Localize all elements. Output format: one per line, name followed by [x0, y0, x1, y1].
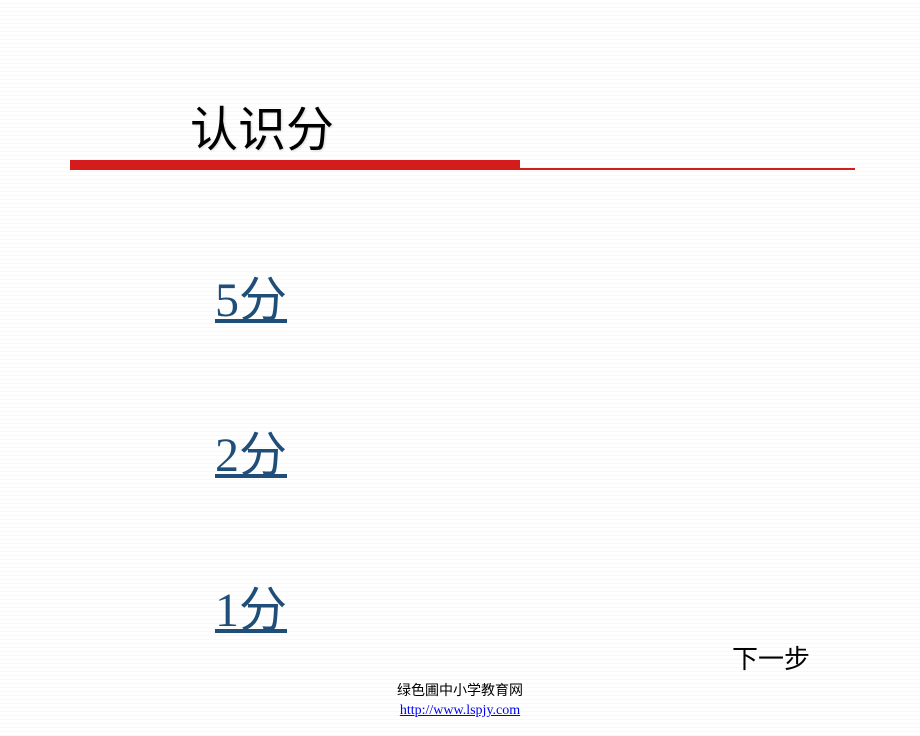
link-1fen[interactable]: 1分 [215, 570, 287, 640]
footer-url-link[interactable]: http://www.lspjy.com [400, 703, 520, 718]
link-5fen[interactable]: 5分 [215, 260, 287, 330]
link-2fen[interactable]: 2分 [215, 415, 287, 485]
slide-title: 认识分 [190, 90, 920, 160]
footer-text: 绿色圃中小学教育网 [0, 682, 920, 702]
next-button[interactable]: 下一步 [732, 639, 810, 676]
slide-container: 认识分 5分 2分 1分 下一步 绿色圃中小学教育网 http://www.ls… [0, 0, 920, 736]
footer: 绿色圃中小学教育网 http://www.lspjy.com [0, 682, 920, 721]
divider-thin [70, 168, 855, 170]
content-area: 5分 2分 1分 [215, 260, 287, 725]
title-area: 认识分 [0, 0, 920, 160]
